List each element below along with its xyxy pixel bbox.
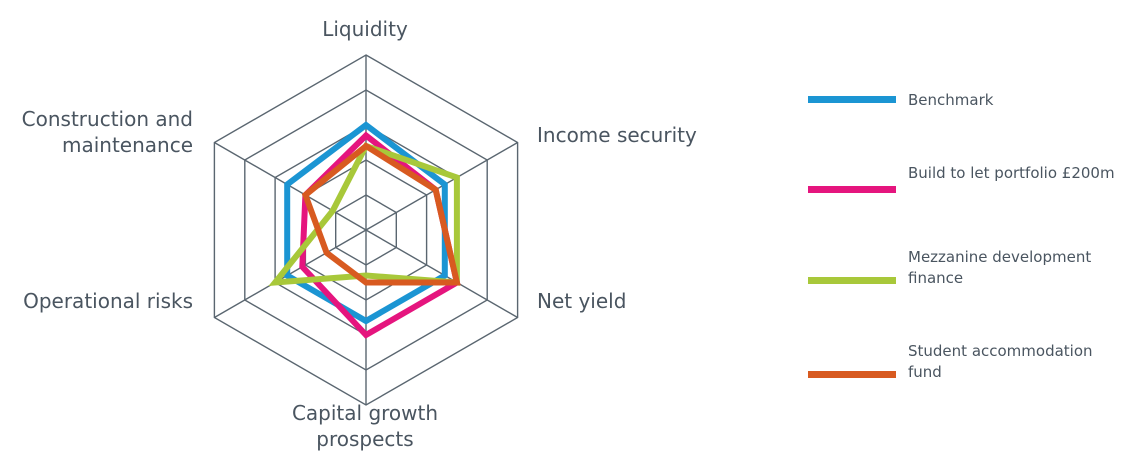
- series-line-benchmark: [284, 121, 448, 325]
- radar-series: [268, 121, 461, 339]
- axis-label-construction-and-maintenance: Construction and maintenance: [21, 107, 193, 157]
- legend-label-mezzanine: Mezzanine development finance: [908, 248, 1092, 287]
- series-line-build-to-let-portfolio-200m: [299, 131, 461, 339]
- legend-label-student-accommodation: Student accommodation fund: [908, 342, 1093, 381]
- legend-label-build-to-let: Build to let portfolio £200m: [908, 164, 1115, 182]
- axis-label-capital-growth-prospects: Capital growth prospects: [291, 401, 439, 451]
- series-line-student-accommodation-fund: [301, 142, 461, 286]
- axis-label-net-yield: Net yield: [537, 289, 627, 313]
- legend-swatch-mezzanine: [808, 277, 896, 284]
- axis-label-income-security: Income security: [537, 123, 697, 147]
- legend-swatch-build-to-let: [808, 186, 896, 193]
- axis-label-liquidity: Liquidity: [322, 17, 408, 41]
- legend-swatch-student-accommodation: [808, 371, 896, 378]
- legend-label-benchmark: Benchmark: [908, 91, 994, 109]
- axis-label-operational-risks: Operational risks: [23, 289, 193, 313]
- radar-spokes: [214, 55, 518, 405]
- legend-swatch-benchmark: [808, 96, 896, 103]
- series-line-mezzanine-development-finance: [268, 142, 460, 287]
